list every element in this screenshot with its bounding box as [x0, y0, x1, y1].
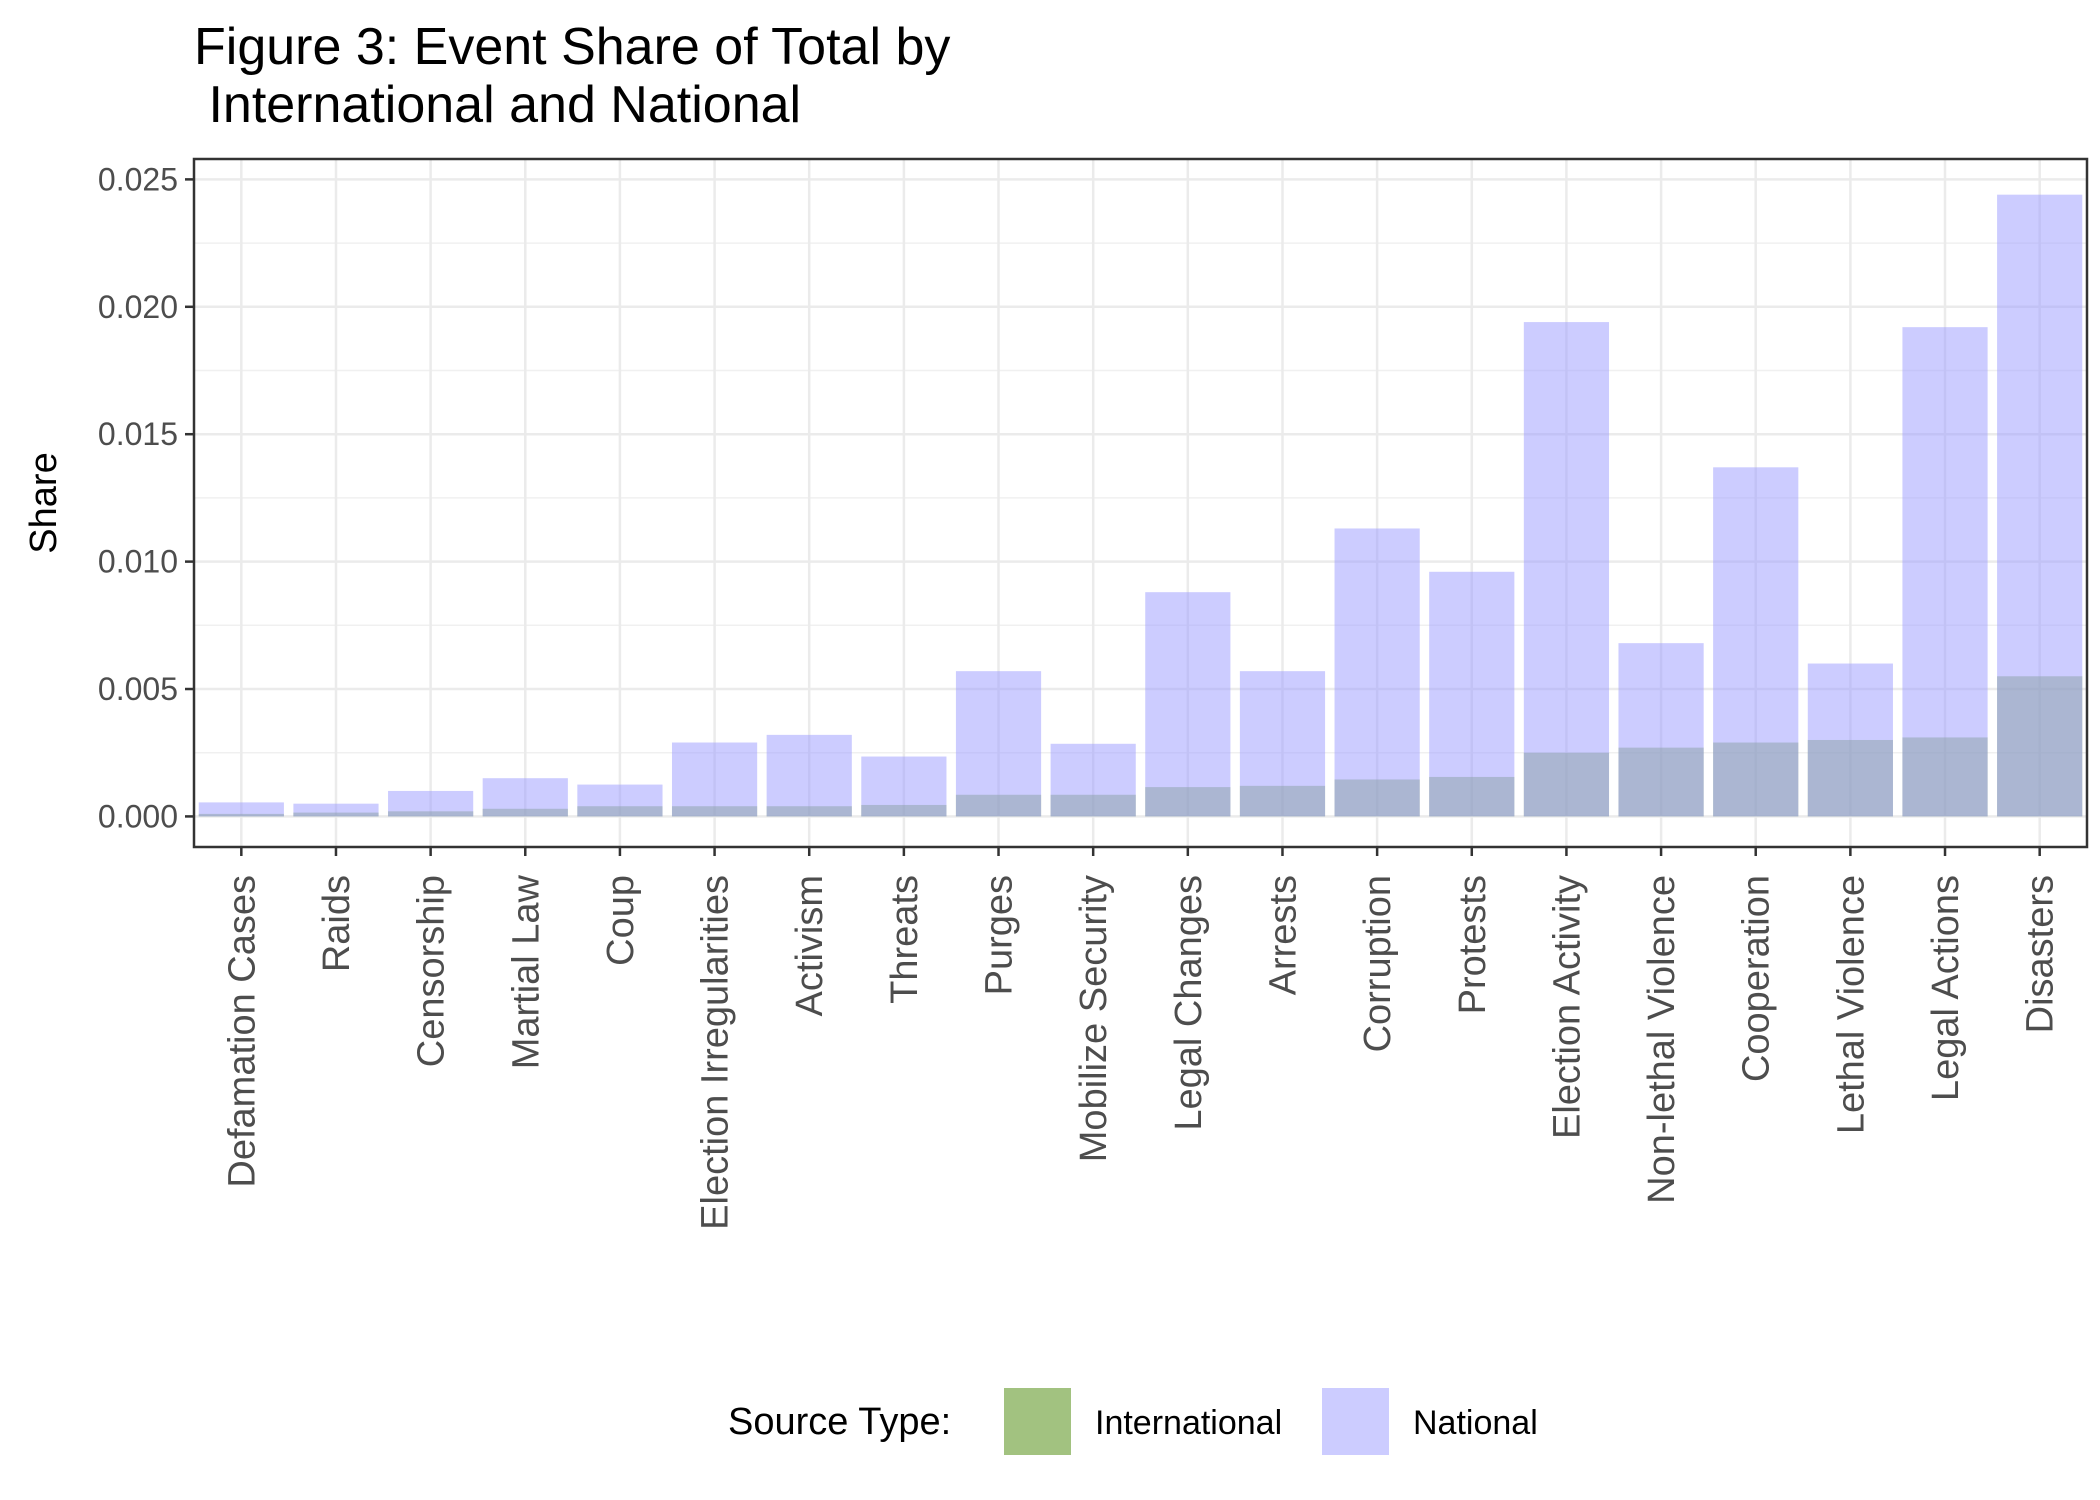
- plot-background: [194, 159, 2087, 847]
- bar-national: [1239, 671, 1326, 817]
- bar-national: [198, 802, 284, 817]
- x-tick-label: Election Activity: [1546, 875, 1588, 1139]
- bar-national: [1807, 663, 1893, 817]
- bar-national: [1902, 327, 1988, 817]
- bar-national: [955, 671, 1042, 817]
- x-tick-label: Threats: [884, 875, 926, 1004]
- legend: Source Type: International National: [728, 1388, 1538, 1455]
- bar-national: [1997, 194, 2083, 817]
- y-tick-label: 0.005: [98, 671, 178, 707]
- x-tick-label: Arrests: [1262, 875, 1304, 995]
- bar-national: [577, 784, 663, 817]
- y-tick-label: 0.000: [98, 798, 178, 834]
- x-tick-label: Censorship: [411, 875, 453, 1067]
- y-tick-label: 0.015: [98, 416, 178, 452]
- bar-national: [388, 790, 474, 817]
- chart-title-line-1: Figure 3: Event Share of Total by: [194, 18, 950, 76]
- x-tick-label: Protests: [1452, 875, 1494, 1014]
- bar-national: [1523, 322, 1610, 817]
- legend-key-international: [1004, 1388, 1071, 1455]
- x-tick-label: Cooperation: [1736, 875, 1778, 1082]
- y-tick-label: 0.025: [98, 161, 178, 197]
- x-tick-label: Raids: [316, 875, 358, 972]
- bar-national: [293, 803, 379, 817]
- bar-national: [1145, 592, 1231, 817]
- chart-title-line-2: International and National: [194, 76, 801, 134]
- x-tick-label: Mobilize Security: [1073, 875, 1115, 1162]
- legend-key-national: [1322, 1388, 1389, 1455]
- x-tick-label: Purges: [979, 875, 1021, 995]
- chart-title: Figure 3: Event Share of Total by Intern…: [194, 18, 950, 134]
- y-tick-label: 0.010: [98, 544, 178, 580]
- x-tick-label: Martial Law: [505, 874, 547, 1069]
- bar-national: [1618, 643, 1704, 817]
- bar-national: [1429, 571, 1515, 817]
- y-tick-label: 0.020: [98, 289, 178, 325]
- x-tick-label: Lethal Violence: [1830, 875, 1872, 1134]
- legend-label-international: International: [1095, 1404, 1282, 1442]
- bar-national: [1334, 528, 1420, 817]
- bar-national: [766, 734, 852, 817]
- x-tick-label: Disasters: [2020, 875, 2062, 1033]
- legend-label-national: National: [1413, 1404, 1538, 1442]
- x-tick-label: Corruption: [1357, 875, 1399, 1052]
- bars: [198, 194, 2083, 817]
- bar-national: [861, 756, 947, 817]
- x-tick-label: Coup: [600, 875, 642, 966]
- x-axis: Defamation Cases Raids Censorship Martial L…: [221, 847, 2062, 1230]
- bar-national: [671, 742, 758, 817]
- bar-national: [1713, 467, 1799, 817]
- x-tick-label: Non-lethal Violence: [1641, 875, 1683, 1204]
- x-tick-label: Legal Changes: [1168, 875, 1210, 1131]
- x-tick-label: Activism: [789, 875, 831, 1016]
- legend-title: Source Type:: [728, 1401, 951, 1443]
- y-axis: 0.000 0.005 0.010 0.015 0.020 0.025: [98, 161, 194, 834]
- bar-national: [482, 778, 568, 817]
- plot-border: [192, 157, 2089, 849]
- y-axis-title: Share: [23, 452, 65, 553]
- bar-national: [1050, 743, 1136, 817]
- x-tick-label: Election Irregularities: [695, 875, 737, 1230]
- x-tick-label: Legal Actions: [1925, 875, 1967, 1101]
- x-tick-label: Defamation Cases: [221, 875, 263, 1188]
